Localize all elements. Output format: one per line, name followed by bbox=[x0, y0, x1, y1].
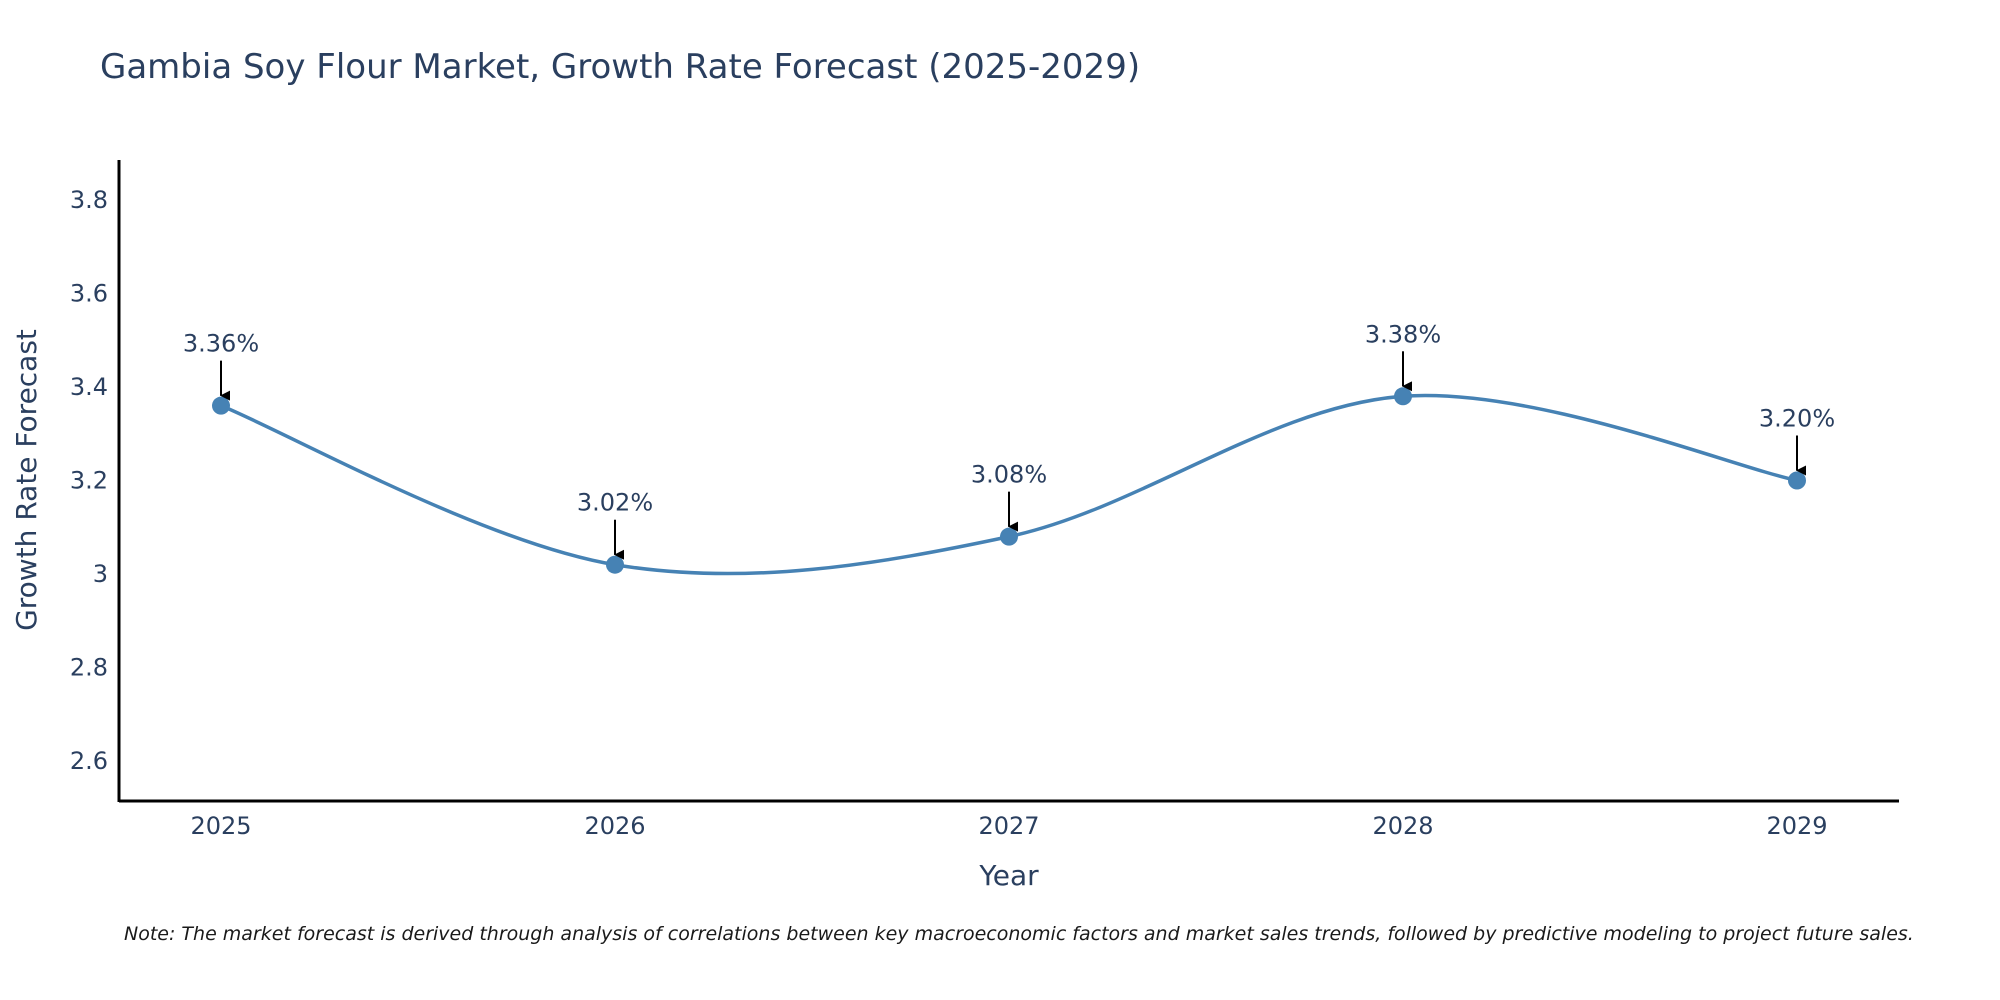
footnote: Note: The market forecast is derived thr… bbox=[124, 923, 1914, 945]
y-axis: 2.6 2.8 3 3.2 3.4 3.6 3.8 bbox=[70, 186, 108, 775]
y-tick-label: 2.6 bbox=[70, 747, 108, 775]
x-axis: 2025 2026 2027 2028 2029 bbox=[190, 812, 1827, 840]
data-point[interactable] bbox=[1394, 387, 1412, 406]
y-tick-label: 2.8 bbox=[70, 654, 108, 682]
data-label: 3.08% bbox=[971, 461, 1047, 489]
data-point[interactable] bbox=[1788, 471, 1806, 490]
chart-title: Gambia Soy Flour Market, Growth Rate For… bbox=[100, 47, 1140, 87]
y-axis-title: Growth Rate Forecast bbox=[10, 329, 43, 631]
x-tick-label: 2027 bbox=[978, 812, 1039, 840]
y-tick-label: 3.4 bbox=[70, 373, 108, 401]
y-tick-label: 3.6 bbox=[70, 279, 108, 307]
x-tick-label: 2029 bbox=[1766, 812, 1827, 840]
y-tick-label: 3.2 bbox=[70, 467, 108, 495]
data-label: 3.20% bbox=[1759, 405, 1835, 433]
x-tick-label: 2026 bbox=[584, 812, 645, 840]
x-tick-label: 2025 bbox=[190, 812, 251, 840]
data-point[interactable] bbox=[606, 555, 624, 574]
data-label: 3.36% bbox=[183, 330, 259, 358]
x-axis-title: Year bbox=[978, 859, 1039, 892]
y-tick-label: 3 bbox=[93, 560, 108, 588]
y-tick-label: 3.8 bbox=[70, 186, 108, 214]
data-point[interactable] bbox=[212, 396, 230, 415]
data-labels: 3.36% 3.02% 3.08% 3.38% 3.20% bbox=[183, 320, 1835, 560]
data-label: 3.02% bbox=[577, 489, 653, 517]
x-tick-label: 2028 bbox=[1372, 812, 1433, 840]
series-growth-rate bbox=[212, 387, 1806, 576]
data-point[interactable] bbox=[1000, 527, 1018, 546]
data-label: 3.38% bbox=[1365, 320, 1441, 348]
